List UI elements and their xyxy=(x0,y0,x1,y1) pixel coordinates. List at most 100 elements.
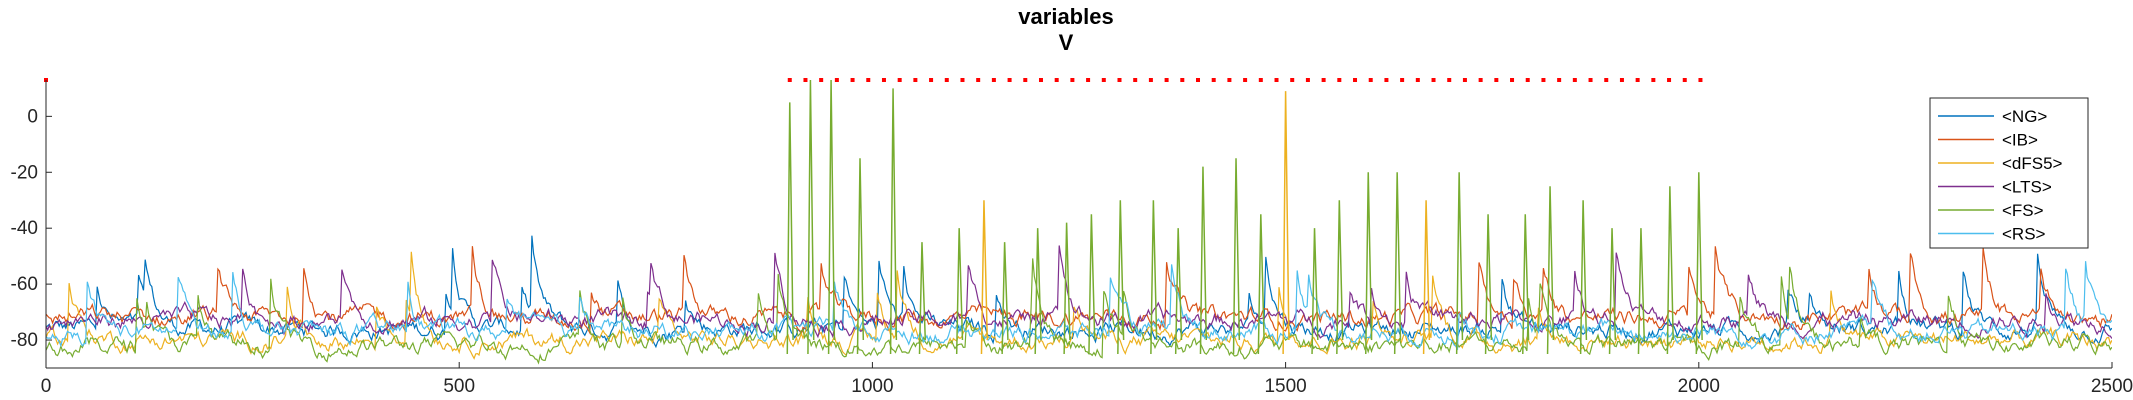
raster-marker-50 xyxy=(1557,78,1562,82)
spike-0 xyxy=(786,102,794,355)
raster-marker-53 xyxy=(1604,78,1609,82)
spike-20 xyxy=(1336,200,1344,355)
series-line-3 xyxy=(46,245,2112,340)
raster-marker-10 xyxy=(929,78,934,82)
raster-marker-6 xyxy=(866,78,871,82)
legend-box xyxy=(1929,97,2089,249)
raster-marker-15 xyxy=(1007,78,1012,82)
spike-28 xyxy=(1579,200,1588,355)
raster-marker-58 xyxy=(1682,78,1687,82)
raster-marker-12 xyxy=(960,78,965,82)
x-tick-label-4: 2000 xyxy=(1678,376,1720,397)
raster-marker-38 xyxy=(1368,78,1373,82)
raster-marker-14 xyxy=(991,78,996,82)
spike-7 xyxy=(980,200,989,355)
y-tick-label-0: -80 xyxy=(11,330,38,351)
spike-26 xyxy=(1522,214,1530,355)
raster-marker-9 xyxy=(913,78,918,82)
legend-label-5: <RS> xyxy=(2002,225,2046,244)
x-tick-label-5: 2500 xyxy=(2091,376,2133,397)
chart-title-line-2: V xyxy=(1059,30,1074,55)
spike-9 xyxy=(1034,228,1042,355)
raster-marker-21 xyxy=(1101,78,1106,82)
spike-30 xyxy=(1637,228,1646,355)
raster-marker-16 xyxy=(1023,78,1028,82)
raster-marker-51 xyxy=(1572,78,1577,82)
chart-title: variables V xyxy=(1018,4,1113,55)
raster-marker-52 xyxy=(1588,78,1593,82)
raster-marker-22 xyxy=(1117,78,1122,82)
spike-8 xyxy=(1001,242,1009,355)
spike-21 xyxy=(1365,172,1373,355)
spike-27 xyxy=(1546,186,1555,355)
raster-marker-3 xyxy=(819,78,824,82)
spike-32 xyxy=(1695,172,1703,355)
raster-marker-44 xyxy=(1462,78,1467,82)
plot-area xyxy=(44,78,2112,365)
raster-marker-42 xyxy=(1431,78,1436,82)
raster-marker-56 xyxy=(1651,78,1656,82)
legend-label-1: <IB> xyxy=(2002,131,2038,150)
spike-29 xyxy=(1608,228,1617,355)
legend-label-0: <NG> xyxy=(2002,107,2047,126)
raster-marker-1 xyxy=(787,78,792,82)
raster-marker-39 xyxy=(1384,78,1389,82)
y-tick-label-4: 0 xyxy=(27,106,38,127)
spike-15 xyxy=(1199,166,1208,355)
series-line-4 xyxy=(46,258,2112,365)
raster-marker-48 xyxy=(1525,78,1530,82)
raster-marker-35 xyxy=(1321,78,1326,82)
y-tick-label-2: -40 xyxy=(11,218,38,239)
raster-marker-36 xyxy=(1337,78,1342,82)
y-tick-label-3: -20 xyxy=(11,162,38,183)
spike-25 xyxy=(1484,214,1493,355)
raster-marker-32 xyxy=(1274,78,1279,82)
spike-17 xyxy=(1257,214,1265,355)
raster-marker-20 xyxy=(1086,78,1091,82)
raster-marker-28 xyxy=(1211,78,1216,82)
raster-marker-37 xyxy=(1353,78,1358,82)
spike-10 xyxy=(1063,222,1071,355)
raster-marker-57 xyxy=(1667,78,1672,82)
spike-3 xyxy=(856,158,865,355)
raster-marker-45 xyxy=(1478,78,1483,82)
raster-marker-47 xyxy=(1510,78,1515,82)
raster-marker-8 xyxy=(897,78,902,82)
chart-title-line-1: variables xyxy=(1018,4,1113,29)
x-tick-label-2: 1000 xyxy=(851,376,893,397)
raster-marker-59 xyxy=(1698,78,1703,82)
y-tick-label-1: -60 xyxy=(11,274,38,295)
raster-marker-5 xyxy=(850,78,855,82)
spike-31 xyxy=(1666,186,1674,355)
spike-11 xyxy=(1088,214,1096,355)
spike-6 xyxy=(955,228,964,355)
spike-16 xyxy=(1232,158,1241,355)
spike-1 xyxy=(807,79,815,355)
raster-marker-41 xyxy=(1415,78,1420,82)
raster-marker-11 xyxy=(944,78,949,82)
raster-marker-25 xyxy=(1164,78,1169,82)
spike-24 xyxy=(1455,172,1464,355)
raster-marker-54 xyxy=(1619,78,1624,82)
raster-marker-2 xyxy=(803,78,808,82)
raster-marker-55 xyxy=(1635,78,1640,82)
x-tick-label-3: 1500 xyxy=(1264,376,1306,397)
raster-marker-4 xyxy=(834,78,839,82)
spike-2 xyxy=(827,79,836,355)
raster-marker-33 xyxy=(1290,78,1295,82)
spike-18 xyxy=(1282,91,1290,355)
raster-marker-31 xyxy=(1258,78,1263,82)
series-line-5 xyxy=(46,261,2112,351)
raster-marker-7 xyxy=(881,78,886,82)
legend-label-3: <LTS> xyxy=(2002,178,2052,197)
raster-marker-43 xyxy=(1447,78,1452,82)
raster-marker-24 xyxy=(1148,78,1153,82)
raster-marker-18 xyxy=(1054,78,1059,82)
legend-label-4: <FS> xyxy=(2002,201,2044,220)
raster-marker-23 xyxy=(1133,78,1138,82)
raster-marker-49 xyxy=(1541,78,1546,82)
raster-marker-17 xyxy=(1038,78,1043,82)
raster-marker-46 xyxy=(1494,78,1499,82)
raster-marker-26 xyxy=(1180,78,1185,82)
